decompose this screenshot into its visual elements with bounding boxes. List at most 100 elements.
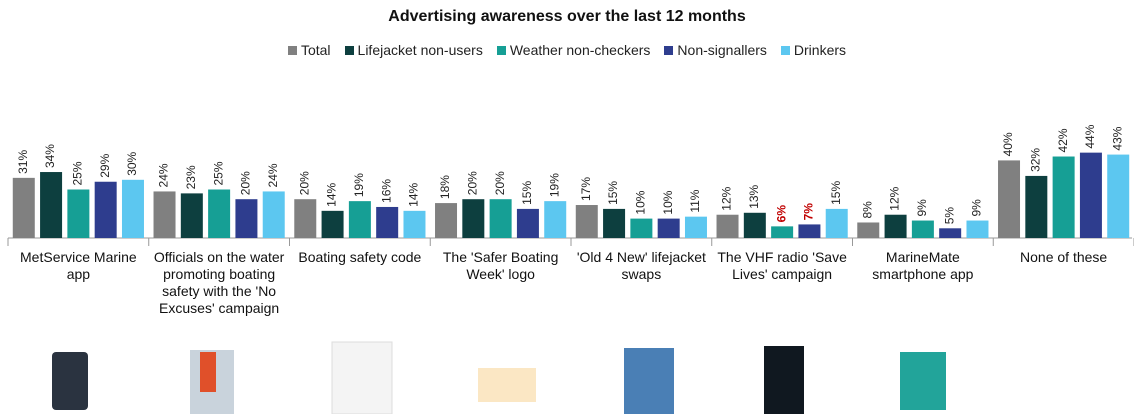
bar [403,210,426,238]
value-label: 15% [829,181,843,205]
value-label: 20% [465,171,479,195]
x-tick-label: The VHF radio 'Save Lives' campaign [717,249,847,282]
value-label: 5% [942,207,956,225]
legend-swatch [344,45,354,55]
thumbnail [764,346,804,414]
bar [966,220,989,238]
bar [825,208,848,238]
bar [294,199,317,238]
bar [716,214,739,238]
value-label: 15% [606,181,620,205]
value-label: 44% [1083,124,1097,148]
legend-swatch [287,45,297,55]
bar [1107,154,1130,238]
bar [657,218,680,238]
value-label: 19% [547,173,561,197]
value-label: 20% [239,171,253,195]
value-label: 31% [16,150,30,174]
legend-item: Drinkers [780,42,847,58]
value-label: 12% [888,186,902,210]
bar [684,216,707,238]
bar [1025,175,1048,238]
value-label: 8% [860,201,874,219]
value-label: 10% [634,190,648,214]
bar [208,189,231,238]
value-label: 29% [98,153,112,177]
value-label: 13% [747,184,761,208]
bar [603,208,626,238]
bar [376,206,399,238]
thumbnail [52,352,88,410]
value-label: 20% [297,171,311,195]
legend-swatch [780,45,790,55]
legend-item: Weather non-checkers [496,42,651,58]
value-label: 40% [1001,132,1015,156]
bar [884,214,907,238]
x-tick-label: MetService Marine app [20,249,137,282]
legend-label: Weather non-checkers [509,42,651,58]
value-label: 30% [125,151,139,175]
x-tick-label: 'Old 4 New' lifejacket swaps [576,249,706,282]
legend-item: Total [287,42,331,58]
value-label: 6% [774,205,788,223]
x-tick-label: None of these [1020,249,1108,265]
value-label: 25% [211,161,225,185]
bar [998,160,1021,238]
value-label: 23% [184,165,198,189]
value-label: 14% [407,182,421,206]
bar [235,199,258,238]
legend-label: Non-signallers [677,42,767,58]
value-label: 15% [520,181,534,205]
value-label: 11% [688,189,702,212]
bar [489,199,512,238]
bar [911,220,934,238]
bar [67,189,90,238]
x-tick-label: Officials on the water promoting boating… [153,249,285,316]
legend-item: Non-signallers [664,42,767,58]
bar [262,191,285,238]
value-label: 9% [970,199,984,217]
value-label: 32% [1028,148,1042,172]
bar [348,201,371,238]
value-label: 34% [43,144,57,168]
thumbnail [331,341,393,414]
value-label: 25% [71,161,85,185]
bar [798,224,821,238]
x-tick-label: MarineMate smartphone app [872,249,974,282]
bar [1052,156,1075,238]
bar [321,210,344,238]
value-label: 10% [661,190,675,214]
legend: Total Lifejacket non-users Weather non-che… [0,42,1134,58]
legend-swatch [496,45,506,55]
legend-label: Drinkers [793,42,847,58]
value-label: 43% [1110,126,1124,150]
thumbnails [52,341,946,414]
bar [40,172,63,238]
x-tick-label: Boating safety code [298,249,422,265]
bar [12,177,35,238]
bar [153,191,176,238]
value-label: 9% [915,199,929,217]
legend-label: Total [300,42,331,58]
bar [180,193,203,238]
thumbnail [200,352,216,392]
bar [516,208,539,238]
value-label: 18% [438,175,452,199]
value-label: 19% [352,173,366,197]
chart-title: Advertising awareness over the last 12 m… [388,8,746,25]
thumbnail [624,348,674,414]
bar [939,228,962,238]
legend-swatch [664,45,674,55]
value-label: 24% [266,163,280,187]
value-label: 7% [802,203,816,221]
bar [743,212,766,238]
bar [771,226,794,238]
bar [121,179,144,238]
legend-item: Lifejacket non-users [344,42,483,58]
value-label: 16% [379,179,393,203]
bar [435,203,458,238]
value-label: 12% [720,186,734,210]
bar [575,205,598,238]
legend-label: Lifejacket non-users [357,42,483,58]
